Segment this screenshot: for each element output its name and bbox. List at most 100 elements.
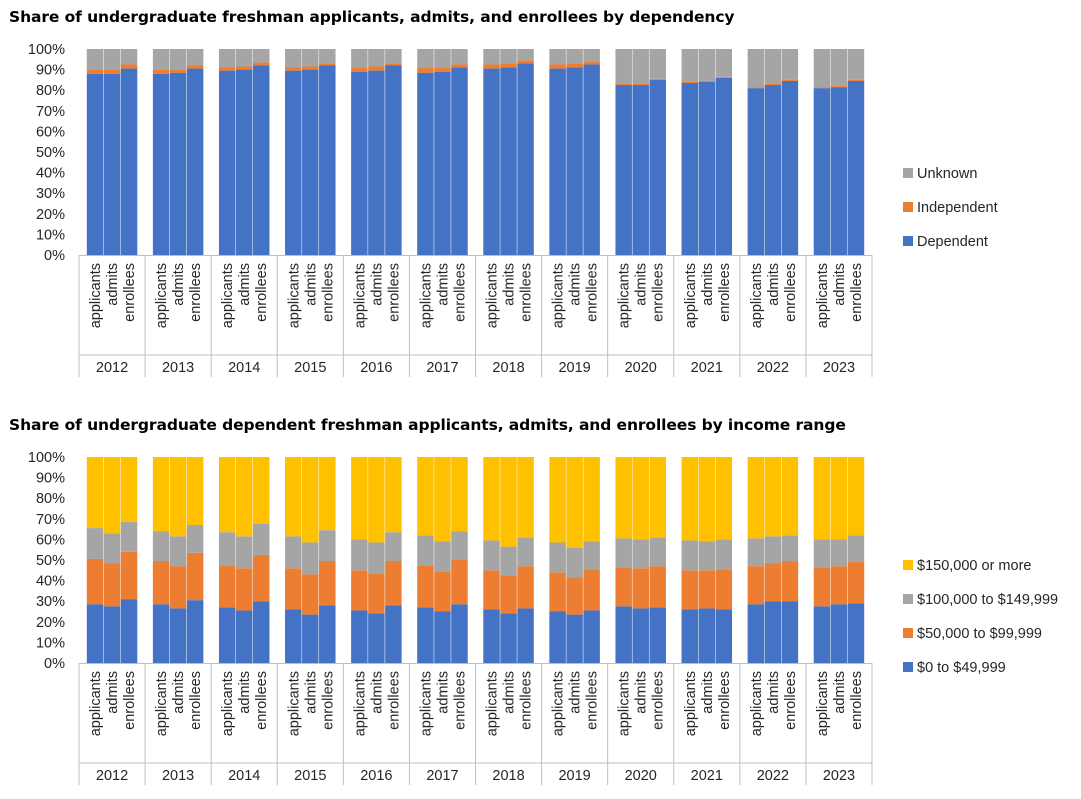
bar-segment [86,69,104,74]
bar-segment [451,49,468,65]
y-tick-label: 60% [36,532,65,548]
x-subcategory-label: enrollees [651,671,667,730]
bar-segment [86,604,104,663]
bar-segment [319,561,336,606]
legend-swatch [903,594,913,604]
y-tick-label: 40% [36,166,65,182]
bar-segment [169,457,187,537]
bar-segment [285,49,302,68]
bar-segment [302,542,319,575]
bar-segment [830,86,848,88]
bar-segment [86,528,104,559]
bar-segment [517,537,534,567]
bar-segment [517,63,534,255]
bar-segment [186,49,204,66]
x-subcategory-label: admits [766,671,782,714]
x-group-label: 2021 [691,768,723,784]
bar-segment [781,561,799,602]
bar-segment [218,70,236,255]
x-group-label: 2018 [492,768,524,784]
bar-segment [649,537,666,567]
bar-segment [252,554,270,602]
bar-segment [847,562,865,604]
bar-segment [715,49,733,77]
bar-segment [747,538,765,567]
bar-segment [285,457,302,537]
bar-segment [483,570,500,610]
bar-segment [747,566,765,605]
bar-segment [813,606,831,663]
x-subcategory-label: admits [237,671,253,714]
y-tick-label: 80% [36,491,65,507]
bar-segment [434,541,451,572]
bar-segment [500,575,517,614]
bar-segment [169,72,187,255]
bar-segment [747,87,765,89]
bar-segment [681,540,699,571]
bar-segment [103,457,121,534]
bar-segment [632,84,649,86]
bar-segment [781,535,799,562]
x-subcategory-label: enrollees [585,671,601,730]
bar-segment [218,565,236,608]
bar-segment [368,66,385,71]
x-subcategory-label: applicants [220,263,236,328]
x-subcategory-label: enrollees [519,263,535,322]
bar-segment [186,524,204,553]
y-tick-label: 70% [36,512,65,528]
bar-segment [781,80,799,256]
bar-segment [813,88,831,255]
bar-segment [764,563,782,602]
bar-segment [500,546,517,576]
x-subcategory-label: enrollees [320,671,336,730]
bar-segment [451,531,468,560]
bar-segment [252,523,270,555]
bar-segment [715,569,733,610]
bar-segment [549,572,566,612]
bar-segment [698,541,716,571]
x-group-label: 2018 [492,360,524,376]
bar-segment [319,49,336,64]
bar-segment [715,77,733,255]
bar-segment [302,574,319,615]
bar-segment [351,539,368,571]
y-tick-label: 90% [36,63,65,79]
bar-segment [120,457,138,522]
x-group-label: 2020 [625,768,657,784]
bar-segment [681,49,699,82]
bar-segment [483,68,500,255]
bar-segment [649,78,666,80]
y-tick-label: 40% [36,574,65,590]
bar-segment [417,49,434,68]
bar-segment [451,67,468,255]
bar-segment [583,49,600,62]
x-subcategory-label: enrollees [783,263,799,322]
x-subcategory-label: applicants [683,263,699,328]
bar-segment [368,542,385,574]
bar-segment [434,49,451,68]
bar-segment [847,79,865,81]
legend-swatch [903,202,913,212]
bar-segment [120,551,138,600]
bar-segment [517,608,534,663]
bar-segment [566,67,583,255]
x-subcategory-label: enrollees [452,671,468,730]
bar-segment [252,62,270,66]
x-group-label: 2017 [426,768,458,784]
x-subcategory-label: admits [435,263,451,306]
x-subcategory-label: applicants [551,671,567,736]
x-group-label: 2023 [823,360,855,376]
legend-label: $50,000 to $99,999 [917,626,1042,642]
x-subcategory-label: applicants [485,263,501,328]
bar-segment [813,567,831,607]
bar-segment [813,87,831,89]
bar-segment [649,566,666,608]
x-subcategory-label: admits [303,671,319,714]
bar-segment [351,570,368,611]
bar-segment [615,567,632,607]
bar-segment [583,569,600,611]
bar-segment [152,457,170,532]
bar-segment [235,69,253,255]
x-subcategory-label: admits [237,263,253,306]
x-subcategory-label: admits [700,263,716,306]
